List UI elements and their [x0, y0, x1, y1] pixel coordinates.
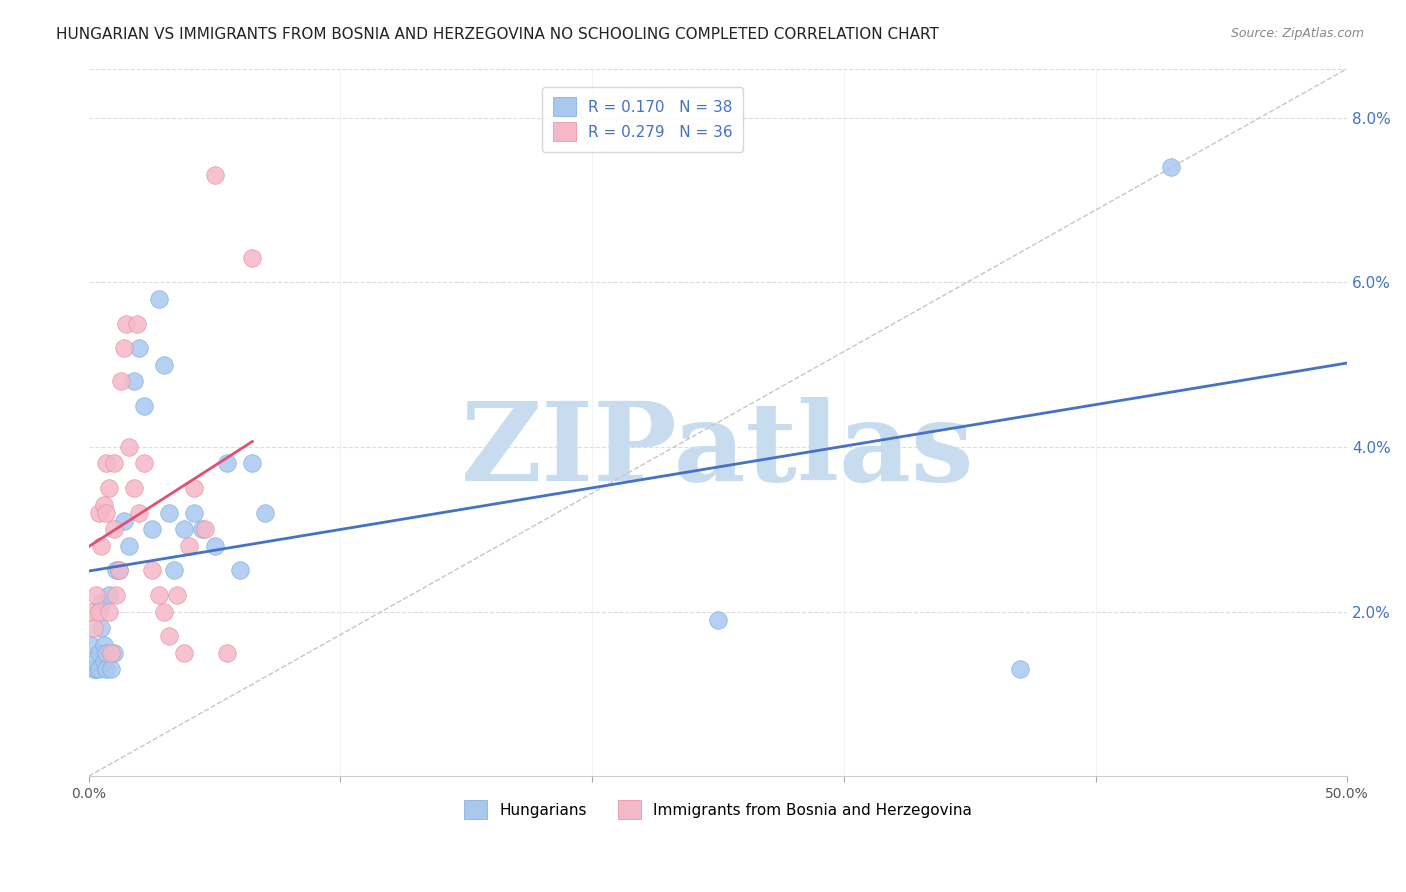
Point — [240, 457, 263, 471]
Point — [157, 506, 180, 520]
Point — [84, 588, 107, 602]
Point — [83, 662, 105, 676]
Point — [112, 514, 135, 528]
Point — [229, 564, 252, 578]
Point — [103, 457, 125, 471]
Point — [97, 605, 120, 619]
Legend: Hungarians, Immigrants from Bosnia and Herzegovina: Hungarians, Immigrants from Bosnia and H… — [458, 794, 977, 825]
Point — [103, 646, 125, 660]
Point — [96, 646, 118, 660]
Point — [84, 654, 107, 668]
Point — [128, 506, 150, 520]
Point — [163, 564, 186, 578]
Point — [100, 646, 122, 660]
Point — [166, 588, 188, 602]
Point — [183, 481, 205, 495]
Point — [87, 646, 110, 660]
Point — [100, 662, 122, 676]
Point — [90, 621, 112, 635]
Point — [707, 613, 730, 627]
Point — [148, 292, 170, 306]
Point — [96, 662, 118, 676]
Point — [217, 646, 239, 660]
Point — [96, 506, 118, 520]
Point — [108, 564, 131, 578]
Point — [90, 539, 112, 553]
Point — [93, 498, 115, 512]
Point — [125, 317, 148, 331]
Text: ZIPatlas: ZIPatlas — [461, 397, 974, 504]
Point — [97, 588, 120, 602]
Point — [1160, 161, 1182, 175]
Point — [173, 522, 195, 536]
Point — [108, 564, 131, 578]
Point — [217, 457, 239, 471]
Point — [179, 539, 201, 553]
Point — [122, 481, 145, 495]
Point — [183, 506, 205, 520]
Point — [93, 638, 115, 652]
Point — [193, 522, 215, 536]
Point — [122, 374, 145, 388]
Point — [157, 629, 180, 643]
Point — [110, 374, 132, 388]
Point — [112, 341, 135, 355]
Point — [118, 539, 141, 553]
Point — [105, 588, 128, 602]
Point — [141, 522, 163, 536]
Point — [148, 588, 170, 602]
Point — [153, 358, 176, 372]
Point — [87, 506, 110, 520]
Point — [118, 440, 141, 454]
Text: HUNGARIAN VS IMMIGRANTS FROM BOSNIA AND HERZEGOVINA NO SCHOOLING COMPLETED CORRE: HUNGARIAN VS IMMIGRANTS FROM BOSNIA AND … — [56, 27, 939, 42]
Point — [204, 539, 226, 553]
Text: Source: ZipAtlas.com: Source: ZipAtlas.com — [1230, 27, 1364, 40]
Point — [97, 481, 120, 495]
Point — [128, 341, 150, 355]
Point — [141, 564, 163, 578]
Point — [90, 596, 112, 610]
Point — [87, 662, 110, 676]
Point — [191, 522, 214, 536]
Point — [240, 251, 263, 265]
Point — [105, 564, 128, 578]
Point — [204, 169, 226, 183]
Point — [93, 654, 115, 668]
Point — [96, 457, 118, 471]
Point — [153, 605, 176, 619]
Point — [80, 638, 103, 652]
Point — [83, 621, 105, 635]
Point — [253, 506, 276, 520]
Point — [173, 646, 195, 660]
Point — [103, 522, 125, 536]
Point — [134, 399, 156, 413]
Point — [87, 605, 110, 619]
Point — [1008, 662, 1031, 676]
Point — [115, 317, 138, 331]
Point — [80, 605, 103, 619]
Point — [84, 662, 107, 676]
Point — [134, 457, 156, 471]
